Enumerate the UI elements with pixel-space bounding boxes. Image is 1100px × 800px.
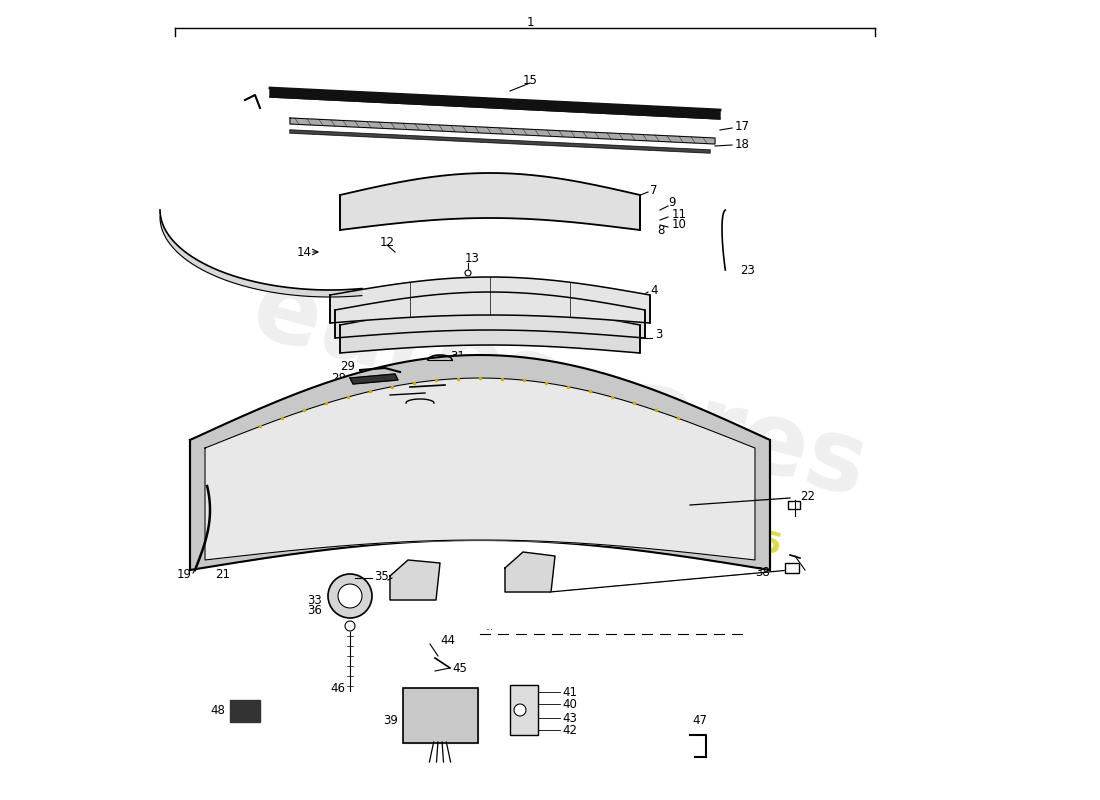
Text: ...: ... (485, 623, 493, 633)
Circle shape (328, 574, 372, 618)
Circle shape (465, 270, 471, 276)
Text: 12: 12 (379, 235, 395, 249)
Text: 36: 36 (307, 605, 322, 618)
Circle shape (514, 704, 526, 716)
Text: eurospares: eurospares (242, 262, 878, 518)
Bar (788, 501, 800, 509)
Polygon shape (205, 378, 755, 560)
Text: 19: 19 (177, 569, 192, 582)
Polygon shape (350, 374, 398, 384)
Bar (785, 563, 799, 573)
Text: 29: 29 (340, 361, 355, 374)
Polygon shape (336, 292, 645, 338)
Text: 14: 14 (297, 246, 312, 258)
Polygon shape (340, 307, 640, 353)
Text: 32: 32 (447, 374, 462, 386)
Text: 45: 45 (452, 662, 466, 674)
Text: 13: 13 (465, 251, 480, 265)
Bar (510, 685, 538, 735)
Text: 37: 37 (395, 574, 410, 587)
Text: 20: 20 (718, 491, 733, 505)
Text: 3: 3 (654, 329, 662, 342)
Polygon shape (505, 552, 556, 592)
Text: 24: 24 (434, 394, 450, 406)
Text: 34: 34 (348, 582, 363, 594)
Text: 42: 42 (562, 723, 578, 737)
Text: 4: 4 (650, 283, 658, 297)
Text: 41: 41 (562, 686, 578, 698)
Text: 43: 43 (562, 711, 576, 725)
Polygon shape (330, 277, 650, 323)
Circle shape (345, 621, 355, 631)
Polygon shape (270, 88, 720, 119)
Text: 31: 31 (450, 350, 465, 363)
Text: 9: 9 (668, 197, 675, 210)
Text: 5: 5 (421, 589, 429, 602)
Text: 18: 18 (735, 138, 750, 150)
Bar (510, 685, 538, 735)
Text: 16: 16 (461, 275, 475, 289)
Polygon shape (290, 118, 715, 144)
Text: 2: 2 (565, 423, 572, 437)
Text: 35: 35 (374, 570, 388, 582)
Polygon shape (390, 560, 440, 600)
Text: 27: 27 (370, 386, 385, 399)
Bar (785, 563, 799, 573)
Bar (230, 700, 260, 722)
Text: 44: 44 (440, 634, 455, 646)
Text: 17: 17 (735, 121, 750, 134)
Text: 23: 23 (740, 263, 755, 277)
Text: 22: 22 (800, 490, 815, 503)
Text: 8: 8 (657, 225, 664, 238)
Text: 38: 38 (755, 566, 770, 578)
Text: 7: 7 (650, 183, 658, 197)
Text: 40: 40 (562, 698, 576, 710)
Bar (403, 688, 478, 743)
Text: 47: 47 (693, 714, 707, 726)
Polygon shape (340, 173, 640, 230)
Text: 30: 30 (450, 361, 464, 374)
Text: 15: 15 (522, 74, 538, 86)
Text: 48: 48 (210, 703, 225, 717)
Text: 39: 39 (383, 714, 398, 726)
Text: 33: 33 (307, 594, 322, 607)
Text: 26: 26 (447, 378, 462, 391)
Text: 28: 28 (331, 371, 346, 385)
Text: a passion for parts since 1985: a passion for parts since 1985 (276, 399, 784, 561)
Polygon shape (290, 130, 710, 153)
Text: 11: 11 (672, 207, 688, 221)
Text: 6: 6 (537, 581, 543, 594)
Text: 46: 46 (330, 682, 345, 694)
Text: 1: 1 (526, 15, 534, 29)
Text: 25: 25 (433, 403, 448, 417)
Circle shape (338, 584, 362, 608)
Bar (403, 688, 478, 743)
Bar (788, 501, 800, 509)
Text: 21: 21 (214, 569, 230, 582)
Text: 10: 10 (672, 218, 686, 230)
Polygon shape (190, 355, 770, 570)
Polygon shape (160, 210, 362, 297)
